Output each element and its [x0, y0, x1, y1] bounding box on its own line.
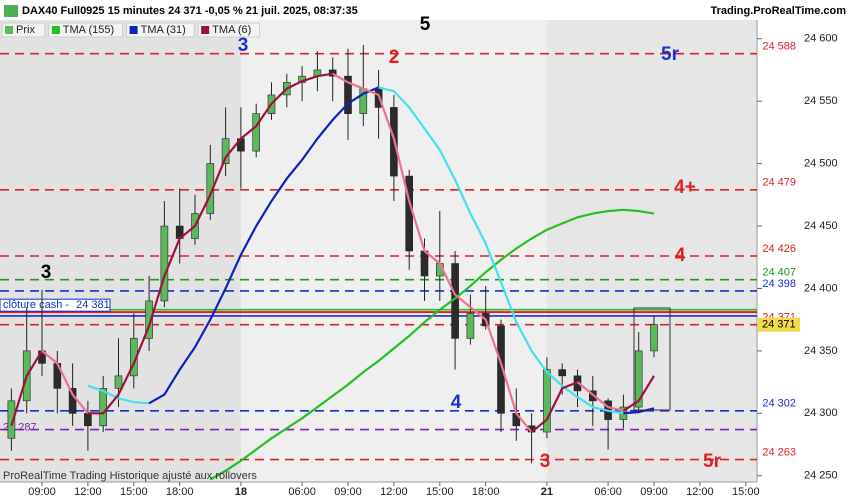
ma-line: [530, 381, 578, 433]
y-tick-label: 24 250: [804, 470, 838, 482]
annotation: 4: [451, 392, 462, 413]
ma-line: [209, 208, 655, 481]
y-tick-label: 24 450: [804, 220, 838, 232]
legend-label: TMA (155): [63, 24, 114, 36]
close-cash-value: 24 381: [76, 299, 110, 311]
legend-label: Prix: [16, 24, 35, 36]
ma-line: [332, 72, 533, 433]
ma-line: [87, 72, 333, 415]
annotation: 3: [540, 451, 551, 472]
x-tick-label: 09:00: [334, 486, 362, 498]
y-tick-label: 24 350: [804, 345, 838, 357]
level-label: 24 398: [762, 278, 796, 290]
annotation: 5r: [661, 44, 680, 65]
candle-body: [221, 138, 230, 164]
annotation: 3: [41, 262, 52, 283]
legend-item: TMA (6): [197, 22, 261, 38]
header-site: Trading.ProRealTime.com: [710, 5, 846, 17]
y-tick-label: 24 500: [804, 158, 838, 170]
annotation: 4: [675, 245, 686, 266]
y-tick-label: 24 550: [804, 95, 838, 107]
candle-body: [344, 75, 352, 114]
candle-body: [558, 369, 567, 377]
x-tick-label: 15:00: [120, 486, 148, 498]
legend-swatch: [5, 26, 13, 34]
last-price-box: [758, 317, 800, 332]
legend-box: [48, 22, 124, 38]
candle-body: [84, 413, 92, 427]
ma-line: [10, 350, 43, 427]
level-label: 24 302: [762, 398, 796, 410]
candle-body: [328, 69, 337, 77]
level-label: 24 426: [762, 243, 796, 255]
candle-body: [7, 400, 16, 439]
x-tick-label: 18:00: [166, 486, 194, 498]
x-tick-label: 15:00: [426, 486, 454, 498]
candle-body: [466, 313, 475, 339]
x-tick-label: 21: [541, 486, 553, 498]
x-tick-label: 12:00: [74, 486, 102, 498]
candle-body: [145, 300, 153, 339]
last-price-label: 24 371: [762, 319, 796, 331]
close-cash-text: clôture cash -: [3, 299, 72, 311]
x-tick-label: 12:00: [380, 486, 408, 498]
level-label: 24 588: [762, 41, 796, 53]
close-cash-box: [0, 298, 111, 312]
legend-box: [197, 22, 261, 38]
legend-label: TMA (31): [141, 24, 186, 36]
footer: ProRealTime Trading Historique ajusté au…: [3, 470, 257, 482]
ma-line: [87, 384, 150, 405]
candle-body: [634, 350, 643, 408]
x-tick-label: 15:00: [732, 486, 760, 498]
candle-body: [543, 369, 551, 433]
ma-line: [378, 86, 624, 415]
level-label: 24 479: [762, 177, 796, 189]
close-cash-label: clôture cash - 24 381: [3, 299, 110, 311]
drawn-box: [633, 307, 671, 411]
x-tick-label: 09:00: [28, 486, 56, 498]
ma-line: [576, 381, 624, 412]
header-title: DAX40 Full0925 15 minutes 24 371 -0,05 %…: [22, 5, 358, 17]
x-tick-label: 06:00: [594, 486, 622, 498]
y-tick-label: 24 300: [804, 407, 838, 419]
legend-item: Prix: [1, 22, 46, 38]
annotation: 2: [389, 47, 400, 68]
candle-body: [650, 324, 658, 352]
candle-body: [252, 113, 260, 152]
x-tick-label: 12:00: [686, 486, 714, 498]
x-tick-label: 09:00: [640, 486, 668, 498]
annotation: 5r: [703, 451, 722, 472]
legend-swatch: [201, 26, 210, 34]
y-tick-label: 24 400: [804, 282, 838, 294]
candle-body: [68, 388, 77, 414]
session-bg: [0, 20, 241, 482]
annotation: 5: [420, 14, 431, 35]
level-label: 24 407: [762, 267, 796, 279]
legend-label: TMA (6): [212, 24, 251, 36]
legend-swatch: [129, 26, 138, 34]
annotation: 3: [238, 35, 249, 56]
candle-body: [114, 375, 123, 389]
candle-body: [160, 225, 169, 302]
legend-box: [126, 22, 195, 38]
candle-body: [497, 325, 505, 414]
annotation: 4+: [674, 177, 696, 198]
level-label: 24 263: [762, 446, 796, 458]
candle-body: [420, 250, 429, 277]
ma-line: [622, 375, 655, 412]
x-tick-label: 06:00: [288, 486, 316, 498]
x-tick-label: 18: [235, 486, 247, 498]
session-bg: [547, 20, 757, 482]
legend-item: TMA (155): [48, 22, 124, 38]
logo: [4, 5, 18, 17]
y-tick-label: 24 600: [804, 33, 838, 45]
x-tick-label: 18:00: [472, 486, 500, 498]
candle-body: [99, 388, 107, 427]
legend-swatch: [51, 26, 60, 34]
legend-item: TMA (31): [126, 22, 195, 38]
ma-line: [41, 350, 89, 415]
ma-line: [148, 86, 380, 405]
